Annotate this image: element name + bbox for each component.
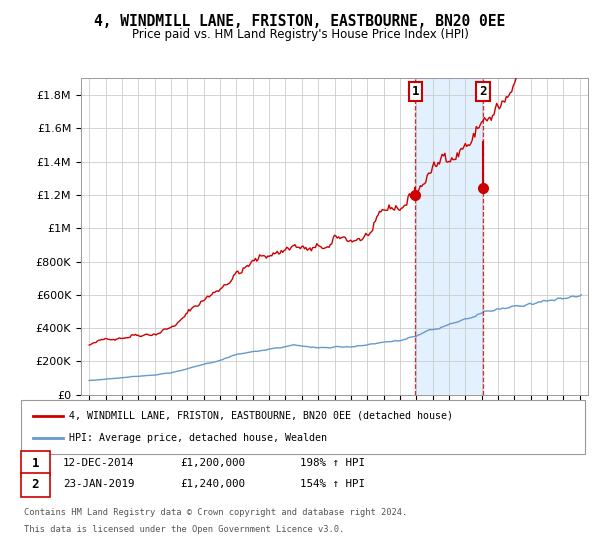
Bar (415, 78, 483, 395)
Text: Price paid vs. HM Land Registry's House Price Index (HPI): Price paid vs. HM Land Registry's House … (131, 28, 469, 41)
Text: £1,240,000: £1,240,000 (180, 479, 245, 489)
Text: 2: 2 (32, 478, 39, 491)
Text: 198% ↑ HPI: 198% ↑ HPI (300, 458, 365, 468)
Text: HPI: Average price, detached house, Wealden: HPI: Average price, detached house, Weal… (69, 433, 327, 444)
Text: £1,200,000: £1,200,000 (180, 458, 245, 468)
Text: 2: 2 (479, 85, 487, 98)
Text: 1: 1 (32, 456, 39, 470)
Text: 4, WINDMILL LANE, FRISTON, EASTBOURNE, BN20 0EE: 4, WINDMILL LANE, FRISTON, EASTBOURNE, B… (94, 14, 506, 29)
Text: This data is licensed under the Open Government Licence v3.0.: This data is licensed under the Open Gov… (24, 525, 344, 534)
Text: 4, WINDMILL LANE, FRISTON, EASTBOURNE, BN20 0EE (detached house): 4, WINDMILL LANE, FRISTON, EASTBOURNE, B… (69, 410, 453, 421)
Text: 1: 1 (412, 85, 419, 98)
Text: 12-DEC-2014: 12-DEC-2014 (63, 458, 134, 468)
Text: 23-JAN-2019: 23-JAN-2019 (63, 479, 134, 489)
Text: Contains HM Land Registry data © Crown copyright and database right 2024.: Contains HM Land Registry data © Crown c… (24, 508, 407, 517)
Text: 154% ↑ HPI: 154% ↑ HPI (300, 479, 365, 489)
